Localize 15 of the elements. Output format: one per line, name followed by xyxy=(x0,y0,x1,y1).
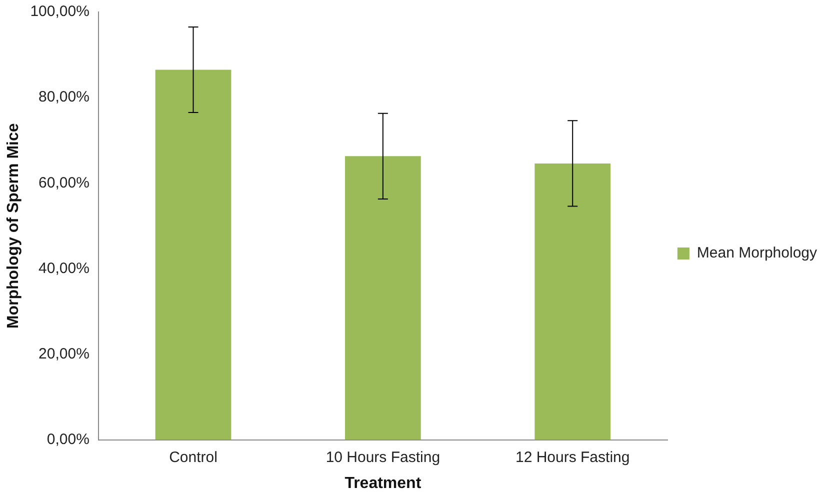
x-tick-label: 12 Hours Fasting xyxy=(515,448,630,466)
legend-label: Mean Morphology xyxy=(696,244,818,262)
y-tick-label: 40,00% xyxy=(38,260,90,277)
x-tick-label: 10 Hours Fasting xyxy=(326,448,440,466)
x-axis-title: Treatment xyxy=(344,474,422,492)
bar xyxy=(344,156,421,440)
y-tick-label: 0,00% xyxy=(46,430,90,448)
x-tick-label: Control xyxy=(169,448,218,466)
y-tick-label: 60,00% xyxy=(38,174,90,192)
bar xyxy=(534,163,611,440)
bar xyxy=(155,70,232,440)
y-tick-label: 100,00% xyxy=(30,3,90,20)
y-axis-title: Morphology of Sperm Mice xyxy=(5,123,22,329)
y-tick-label: 80,00% xyxy=(38,88,90,106)
y-tick-label: 20,00% xyxy=(38,345,90,362)
